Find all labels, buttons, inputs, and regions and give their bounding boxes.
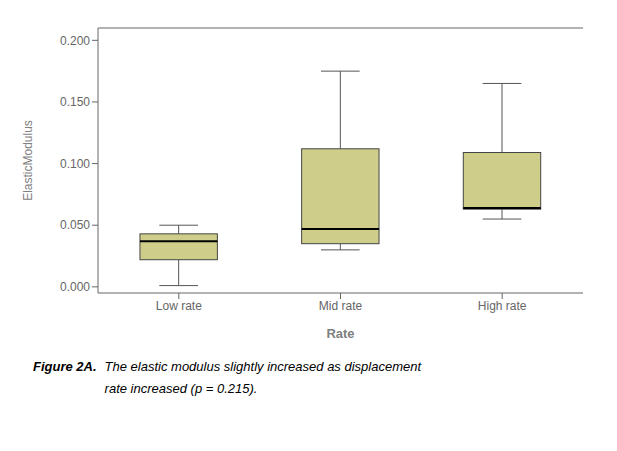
svg-text:Low rate: Low rate xyxy=(156,299,202,313)
svg-text:0.150: 0.150 xyxy=(60,95,90,109)
svg-text:Rate: Rate xyxy=(326,326,354,341)
svg-text:High rate: High rate xyxy=(478,299,527,313)
html-text:The elastic modulus slightly i: The elastic modulus slightly increased a… xyxy=(104,359,422,374)
html-text:rate increased (p = 0.215).: rate increased (p = 0.215). xyxy=(104,381,258,396)
svg-text:0.200: 0.200 xyxy=(60,34,90,48)
svg-text:0.050: 0.050 xyxy=(60,218,90,232)
html-text:Figure 2A.: Figure 2A. xyxy=(33,359,97,374)
svg-text:0.100: 0.100 xyxy=(60,157,90,171)
svg-text:0.000: 0.000 xyxy=(60,280,90,294)
svg-text:Mid rate: Mid rate xyxy=(319,299,363,313)
svg-text:ElasticModulus: ElasticModulus xyxy=(21,120,35,201)
